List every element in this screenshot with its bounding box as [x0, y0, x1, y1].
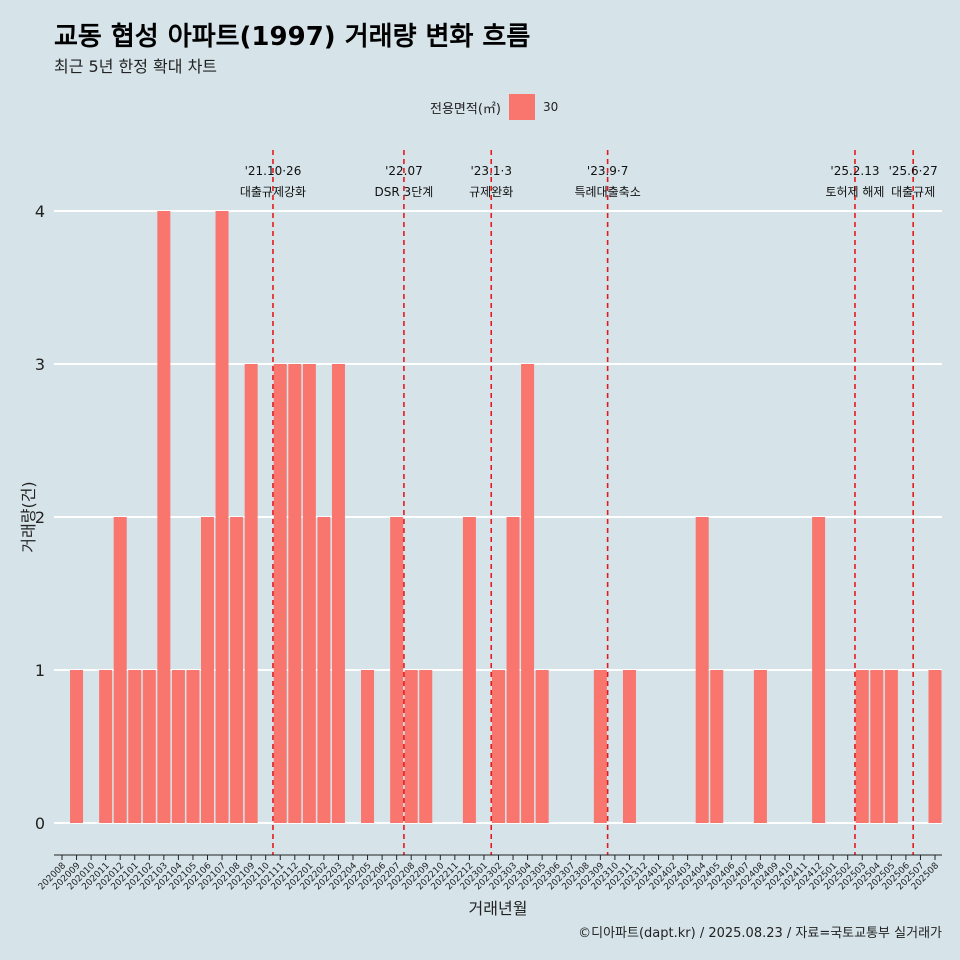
bar: [230, 517, 244, 823]
bar: [244, 364, 258, 823]
bar: [812, 517, 826, 823]
event-date: '23.1·3: [470, 164, 511, 178]
axis-layer: 0123420200820200920201020201120201220210…: [35, 202, 942, 892]
y-axis-title: 거래량(건): [19, 481, 38, 552]
bar: [331, 364, 345, 823]
event-date: '25.6·27: [889, 164, 938, 178]
bar: [201, 517, 214, 823]
event-date: '22.07: [385, 164, 423, 178]
bar: [288, 364, 302, 823]
bar: [535, 670, 549, 823]
bar: [70, 670, 84, 823]
event-date: '23.9·7: [587, 164, 628, 178]
bar: [419, 670, 433, 823]
bar: [215, 211, 229, 823]
bar: [157, 211, 171, 823]
bar: [171, 670, 185, 823]
bar: [128, 670, 142, 823]
bar: [928, 670, 942, 823]
source-caption: ©디아파트(dapt.kr) / 2025.08.23 / 자료=국토교통부 실…: [578, 926, 942, 941]
bar: [695, 517, 709, 823]
bar: [492, 670, 505, 823]
event-label: 규제완화: [469, 185, 513, 199]
event-label: 토허제 해제: [825, 185, 884, 199]
bar: [462, 517, 476, 823]
x-axis-title: 거래년월: [469, 899, 528, 918]
event-date: '25.2.13: [830, 164, 879, 178]
bar: [273, 364, 287, 823]
event-layer: '21.10·26 대출규제강화 '22.07 DSR 3단계 '23.1·3 규제완화 '…: [240, 150, 938, 855]
bar: [710, 670, 724, 823]
bar: [622, 670, 636, 823]
bar: [884, 670, 898, 823]
bar: [317, 517, 331, 823]
event-label: DSR 3단계: [375, 185, 434, 199]
legend-item-label: 30: [542, 100, 559, 114]
bar: [361, 670, 375, 823]
bar: [390, 517, 404, 823]
chart-subtitle: 최근 5년 한정 확대 차트: [54, 57, 218, 76]
y-tick-label: 1: [35, 661, 45, 680]
bar: [99, 670, 113, 823]
event-date: '21.10·26: [245, 164, 302, 178]
event-label: 대출규제: [891, 185, 935, 199]
bar: [142, 670, 156, 823]
event-label: 대출규제강화: [240, 185, 306, 199]
y-tick-label: 2: [35, 508, 45, 527]
bar: [593, 670, 607, 823]
legend-swatch: [508, 94, 535, 120]
legend: 전용면적(㎡) 30: [430, 94, 558, 120]
y-tick-label: 4: [35, 202, 45, 221]
event-label: 특례대출축소: [575, 185, 641, 199]
bar: [186, 670, 200, 823]
y-tick-label: 0: [35, 814, 45, 833]
bar: [753, 670, 767, 823]
bar: [302, 364, 316, 823]
chart-title: 교동 협성 아파트(1997) 거래량 변화 흐름: [54, 22, 531, 52]
bar: [506, 517, 520, 823]
bar-layer: [70, 211, 942, 823]
bar: [855, 670, 869, 823]
legend-title: 전용면적(㎡): [430, 101, 501, 117]
bar: [113, 517, 127, 823]
y-tick-label: 3: [35, 355, 45, 374]
bar: [521, 364, 535, 823]
bar: [870, 670, 884, 823]
bar: [404, 670, 418, 823]
